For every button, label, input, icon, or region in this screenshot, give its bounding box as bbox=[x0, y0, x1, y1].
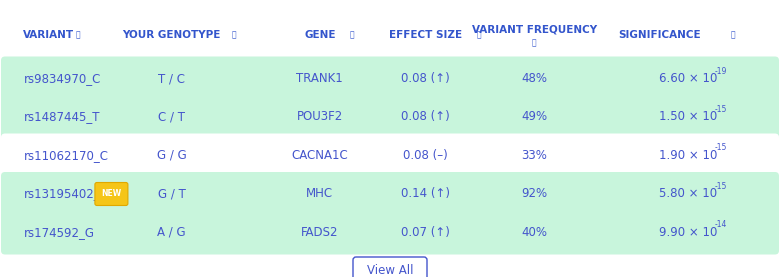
FancyBboxPatch shape bbox=[1, 134, 779, 178]
Text: rs11062170_C: rs11062170_C bbox=[23, 149, 108, 162]
Text: VARIANT: VARIANT bbox=[23, 30, 75, 40]
Text: 0.08 (–): 0.08 (–) bbox=[402, 149, 448, 162]
Text: 92%: 92% bbox=[521, 188, 548, 201]
Text: -19: -19 bbox=[714, 66, 727, 76]
Text: rs174592_G: rs174592_G bbox=[23, 226, 94, 239]
Text: 48%: 48% bbox=[521, 72, 548, 85]
Text: rs1487445_T: rs1487445_T bbox=[23, 111, 100, 124]
Text: ⓘ: ⓘ bbox=[76, 30, 80, 40]
Text: C / T: C / T bbox=[158, 111, 185, 124]
Text: POU3F2: POU3F2 bbox=[296, 111, 343, 124]
Text: TRANK1: TRANK1 bbox=[296, 72, 343, 85]
Text: MHC: MHC bbox=[307, 188, 333, 201]
Text: 9.90 × 10: 9.90 × 10 bbox=[659, 226, 718, 239]
Text: -15: -15 bbox=[714, 105, 727, 114]
Text: EFFECT SIZE: EFFECT SIZE bbox=[388, 30, 462, 40]
Text: ⓘ: ⓘ bbox=[349, 30, 354, 40]
Text: NEW: NEW bbox=[101, 189, 122, 199]
Text: SIGNIFICANCE: SIGNIFICANCE bbox=[618, 30, 700, 40]
Text: VARIANT FREQUENCY: VARIANT FREQUENCY bbox=[472, 24, 597, 34]
Text: rs13195402_G: rs13195402_G bbox=[23, 188, 109, 201]
Text: ⓘ: ⓘ bbox=[232, 30, 236, 40]
Text: ⓘ: ⓘ bbox=[532, 39, 537, 47]
FancyBboxPatch shape bbox=[353, 257, 427, 277]
Text: CACNA1C: CACNA1C bbox=[292, 149, 348, 162]
Text: G / T: G / T bbox=[158, 188, 186, 201]
Text: 49%: 49% bbox=[521, 111, 548, 124]
Text: G / G: G / G bbox=[157, 149, 186, 162]
Text: 0.08 (↑): 0.08 (↑) bbox=[401, 111, 449, 124]
Text: View All: View All bbox=[367, 265, 413, 277]
Text: 0.14 (↑): 0.14 (↑) bbox=[401, 188, 449, 201]
FancyBboxPatch shape bbox=[1, 57, 779, 101]
FancyBboxPatch shape bbox=[1, 172, 779, 216]
Text: -15: -15 bbox=[714, 143, 727, 153]
Text: ⓘ: ⓘ bbox=[731, 30, 736, 40]
Text: 5.80 × 10: 5.80 × 10 bbox=[659, 188, 718, 201]
FancyBboxPatch shape bbox=[95, 183, 128, 206]
Text: 33%: 33% bbox=[521, 149, 548, 162]
FancyBboxPatch shape bbox=[1, 211, 779, 255]
Text: rs9834970_C: rs9834970_C bbox=[23, 72, 101, 85]
Text: 1.90 × 10: 1.90 × 10 bbox=[659, 149, 718, 162]
Text: GENE: GENE bbox=[304, 30, 335, 40]
Text: 6.60 × 10: 6.60 × 10 bbox=[659, 72, 718, 85]
Text: 1.50 × 10: 1.50 × 10 bbox=[659, 111, 718, 124]
Text: YOUR GENOTYPE: YOUR GENOTYPE bbox=[122, 30, 221, 40]
Text: -14: -14 bbox=[714, 220, 727, 230]
Text: ⓘ: ⓘ bbox=[477, 30, 482, 40]
Text: T / C: T / C bbox=[158, 72, 185, 85]
Text: 40%: 40% bbox=[521, 226, 548, 239]
Text: A / G: A / G bbox=[158, 226, 186, 239]
Text: FADS2: FADS2 bbox=[301, 226, 339, 239]
Text: -15: -15 bbox=[714, 182, 727, 191]
Text: 0.08 (↑): 0.08 (↑) bbox=[401, 72, 449, 85]
Text: 0.07 (↑): 0.07 (↑) bbox=[401, 226, 449, 239]
FancyBboxPatch shape bbox=[1, 95, 779, 139]
